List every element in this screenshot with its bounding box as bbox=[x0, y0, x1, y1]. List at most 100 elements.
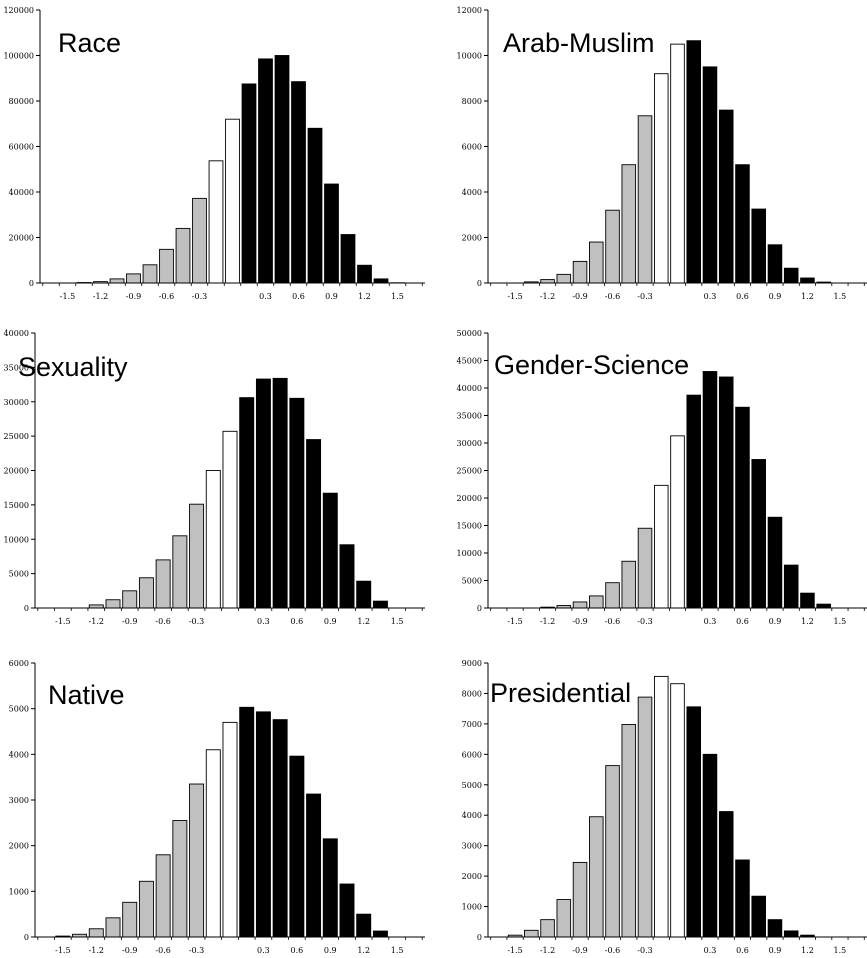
histogram-bar bbox=[222, 721, 238, 938]
y-tick-label: 5000 bbox=[462, 781, 482, 790]
histogram-bar bbox=[142, 264, 158, 284]
x-tick-label: -1.5 bbox=[60, 292, 75, 301]
histogram-bar bbox=[605, 765, 620, 938]
histogram-bar bbox=[208, 160, 224, 284]
y-tick-label: 0 bbox=[24, 933, 29, 942]
y-tick-label: 6000 bbox=[9, 659, 29, 668]
y-tick-label: 5000 bbox=[9, 570, 29, 579]
histogram-bar bbox=[356, 913, 372, 938]
x-tick-label: -0.9 bbox=[572, 946, 587, 955]
x-tick-label: 0.3 bbox=[257, 617, 270, 626]
y-tick-label: 25000 bbox=[4, 432, 29, 441]
histogram-bar bbox=[751, 208, 766, 284]
y-tick-label: 40000 bbox=[9, 188, 34, 197]
chart-title: Sexuality bbox=[18, 352, 128, 382]
histogram-bar bbox=[751, 895, 766, 938]
histogram-bar bbox=[637, 696, 653, 938]
histogram-bar bbox=[621, 164, 637, 284]
y-tick-label: 10000 bbox=[457, 52, 482, 61]
histogram-bar bbox=[605, 209, 620, 284]
y-tick-label: 1000 bbox=[462, 903, 482, 912]
y-tick-label: 2000 bbox=[462, 872, 482, 881]
histogram-bar bbox=[159, 248, 174, 284]
histogram-bar bbox=[702, 66, 718, 284]
histogram-bar bbox=[767, 516, 783, 609]
histogram-bar bbox=[653, 675, 669, 938]
histogram-bar bbox=[189, 503, 205, 609]
histogram-bar bbox=[783, 564, 799, 609]
x-tick-label: -0.3 bbox=[637, 292, 652, 301]
y-tick-label: 3000 bbox=[462, 842, 482, 851]
y-tick-label: 12000 bbox=[457, 6, 482, 15]
histogram-bar bbox=[540, 919, 555, 938]
y-tick-label: 9000 bbox=[462, 659, 482, 668]
histogram-bar bbox=[718, 811, 734, 938]
chart-panel: 0 1000 2000 3000 4000 5000 6000 7000 8000 9000 -1.… bbox=[462, 659, 867, 955]
x-tick-label: 0.6 bbox=[290, 617, 303, 626]
y-tick-label: 30000 bbox=[457, 439, 482, 448]
histogram-bar bbox=[621, 560, 637, 609]
histogram-bar bbox=[735, 859, 750, 938]
histogram-bar bbox=[109, 278, 125, 284]
y-tick-label: 40000 bbox=[4, 329, 29, 338]
histogram-bar bbox=[556, 899, 572, 938]
y-tick-label: 40000 bbox=[457, 384, 482, 393]
y-tick-label: 5000 bbox=[462, 577, 482, 586]
histogram-bar bbox=[372, 930, 388, 938]
histogram-bar bbox=[670, 435, 685, 609]
histogram-bar bbox=[222, 430, 238, 609]
histogram-bar bbox=[274, 55, 290, 284]
chart-panel: 0 1000 2000 3000 4000 5000 6000 -1.5 -1.2 -0.9 -0.… bbox=[9, 659, 425, 955]
histogram-bar bbox=[767, 244, 783, 284]
x-tick-label: 1.5 bbox=[834, 292, 847, 301]
x-tick-label: -1.2 bbox=[93, 292, 108, 301]
x-tick-label: 1.2 bbox=[801, 946, 814, 955]
histogram-bar bbox=[783, 930, 799, 938]
x-tick-label: 0.9 bbox=[769, 946, 782, 955]
x-tick-label: 0.9 bbox=[324, 946, 337, 955]
chart-title: Gender-Science bbox=[494, 350, 689, 380]
x-tick-label: -1.5 bbox=[507, 292, 522, 301]
histogram-bar bbox=[339, 544, 355, 609]
x-tick-label: -0.6 bbox=[605, 292, 620, 301]
histogram-bar bbox=[816, 603, 831, 609]
x-tick-label: 0.9 bbox=[769, 292, 782, 301]
histogram-bar bbox=[192, 197, 207, 284]
histogram-bar bbox=[800, 592, 815, 609]
histogram-bar bbox=[735, 406, 750, 609]
x-tick-label: 0.3 bbox=[259, 292, 272, 301]
x-tick-label: 1.5 bbox=[391, 617, 404, 626]
histogram-bar bbox=[306, 793, 322, 938]
y-tick-label: 100000 bbox=[3, 52, 34, 61]
x-tick-label: 0.6 bbox=[290, 946, 303, 955]
histogram-bar bbox=[686, 394, 702, 609]
x-tick-label: -1.2 bbox=[89, 617, 104, 626]
histogram-bar bbox=[172, 820, 188, 938]
x-tick-label: -0.6 bbox=[159, 292, 174, 301]
y-tick-label: 45000 bbox=[457, 357, 482, 366]
histogram-bar bbox=[686, 40, 702, 284]
histogram-bar bbox=[621, 724, 637, 938]
x-tick-label: 0.6 bbox=[736, 946, 749, 955]
histogram-bar bbox=[289, 755, 305, 938]
chart-title: Arab-Muslim bbox=[503, 28, 655, 58]
y-tick-label: 35000 bbox=[457, 412, 482, 421]
x-tick-label: -1.2 bbox=[89, 946, 104, 955]
x-tick-label: 1.2 bbox=[801, 292, 814, 301]
histogram-bar bbox=[239, 706, 255, 938]
x-tick-label: 0.3 bbox=[704, 946, 717, 955]
y-tick-label: 4000 bbox=[462, 811, 482, 820]
y-tick-label: 2000 bbox=[462, 234, 482, 243]
histogram-bar bbox=[189, 783, 205, 938]
histogram-bar bbox=[751, 459, 766, 609]
x-tick-label: -1.2 bbox=[540, 292, 555, 301]
x-tick-label: -0.9 bbox=[122, 946, 137, 955]
x-tick-label: 0.6 bbox=[292, 292, 305, 301]
y-tick-label: 10000 bbox=[457, 549, 482, 558]
y-tick-label: 7000 bbox=[462, 720, 482, 729]
histogram-bar bbox=[289, 397, 305, 609]
x-tick-label: 1.2 bbox=[801, 617, 814, 626]
histogram-bar bbox=[670, 683, 685, 938]
chart-panel: 0 5000 10000 15000 20000 25000 30000 35000 40000… bbox=[457, 329, 867, 626]
x-tick-label: 1.5 bbox=[391, 292, 404, 301]
